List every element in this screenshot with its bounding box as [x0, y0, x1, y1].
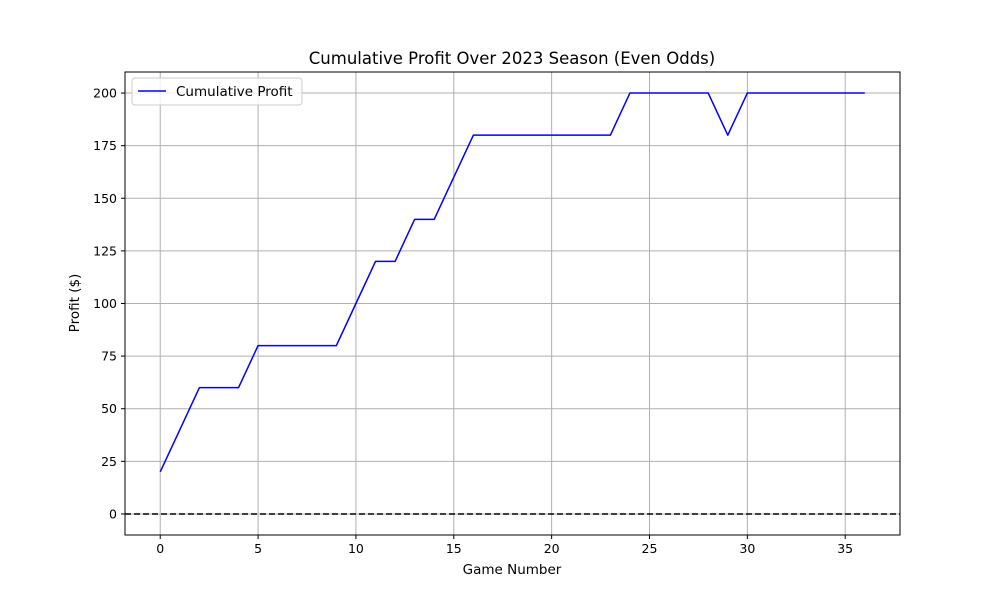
x-axis-ticks: 0 5 10 15 20 25 30 35: [156, 535, 853, 556]
legend-label: Cumulative Profit: [176, 84, 293, 100]
chart-title: Cumulative Profit Over 2023 Season (Even…: [309, 49, 715, 68]
y-tick-label: 25: [101, 454, 117, 469]
series-line-cumulative-profit: [159, 92, 865, 473]
y-tick-label: 75: [101, 349, 117, 364]
y-tick-label: 125: [93, 243, 117, 258]
y-axis-label: Profit ($): [67, 274, 83, 333]
y-axis-ticks: 0 25 50 75 100 125 150 175 200: [93, 86, 125, 521]
y-tick-label: 175: [93, 138, 117, 153]
x-tick-label: 25: [642, 541, 658, 556]
y-tick-label: 150: [93, 191, 117, 206]
x-tick-label: 10: [348, 541, 364, 556]
x-tick-label: 35: [837, 541, 853, 556]
legend: Cumulative Profit: [131, 77, 303, 106]
x-tick-label: 15: [446, 541, 462, 556]
x-tick-label: 5: [254, 541, 262, 556]
y-tick-label: 200: [93, 86, 117, 101]
series-lines: [159, 92, 865, 473]
x-tick-label: 30: [739, 541, 755, 556]
x-tick-label: 0: [156, 541, 164, 556]
legend-box: [131, 77, 303, 106]
y-tick-label: 50: [101, 401, 117, 416]
y-tick-label: 100: [93, 296, 117, 311]
y-tick-label: 0: [109, 506, 117, 521]
x-tick-label: 20: [544, 541, 560, 556]
x-axis-label: Game Number: [463, 562, 562, 578]
